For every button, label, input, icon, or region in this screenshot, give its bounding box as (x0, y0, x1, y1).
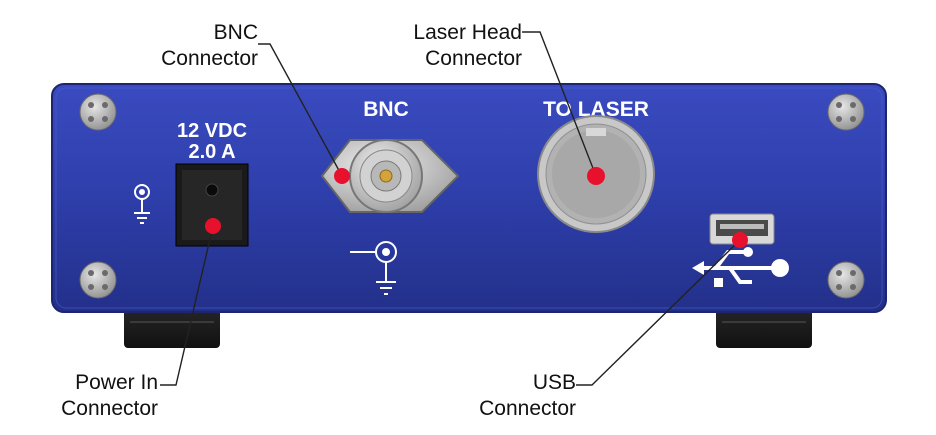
current-label: 2.0 A (188, 141, 235, 163)
screw-icon (827, 261, 865, 299)
leader-lines (160, 31, 741, 386)
power-jack (175, 163, 249, 247)
screw-icon (79, 261, 117, 299)
callout-laser-line2: Connector (425, 47, 522, 70)
voltage-label: 12 VDC (177, 120, 247, 142)
usb-leader-line (576, 239, 741, 386)
bnc-ground-symbol-icon (350, 241, 397, 295)
usb-marker (732, 232, 748, 248)
callout-power-line1: Power In (75, 371, 158, 394)
front-panel (51, 83, 887, 313)
callout-usb-connector: USB Connector (460, 370, 576, 422)
bnc-panel-label: BNC (363, 98, 409, 121)
screw-icon (827, 93, 865, 131)
screw-icon (79, 93, 117, 131)
bnc-connector (320, 139, 460, 213)
callout-bnc-connector: BNC Connector (142, 20, 258, 72)
callout-power-in-connector: Power In Connector (44, 370, 158, 422)
usb-port (709, 213, 775, 245)
power-marker (205, 218, 221, 234)
callout-usb-line2: Connector (479, 397, 576, 420)
bnc-marker (334, 168, 350, 184)
callout-power-line2: Connector (61, 397, 158, 420)
ground-symbol-icon (134, 184, 150, 224)
laser-marker (587, 167, 605, 185)
callout-laser-line1: Laser Head (413, 21, 522, 44)
to-laser-panel-label: TO LASER (543, 98, 649, 121)
callout-bnc-line2: Connector (161, 47, 258, 70)
laser-leader-line (522, 31, 597, 177)
markers (205, 167, 748, 248)
callout-usb-line1: USB (532, 371, 576, 394)
callout-bnc-line1: BNC (213, 21, 258, 44)
power-leader-line (160, 225, 214, 386)
callout-laser-head-connector: Laser Head Connector (392, 20, 522, 72)
bnc-leader-line (258, 43, 343, 177)
